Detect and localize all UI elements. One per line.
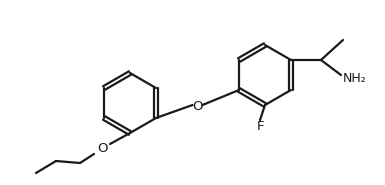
Text: NH₂: NH₂ (343, 71, 367, 85)
Text: F: F (256, 120, 264, 134)
Text: O: O (97, 142, 107, 156)
Text: O: O (192, 100, 203, 112)
